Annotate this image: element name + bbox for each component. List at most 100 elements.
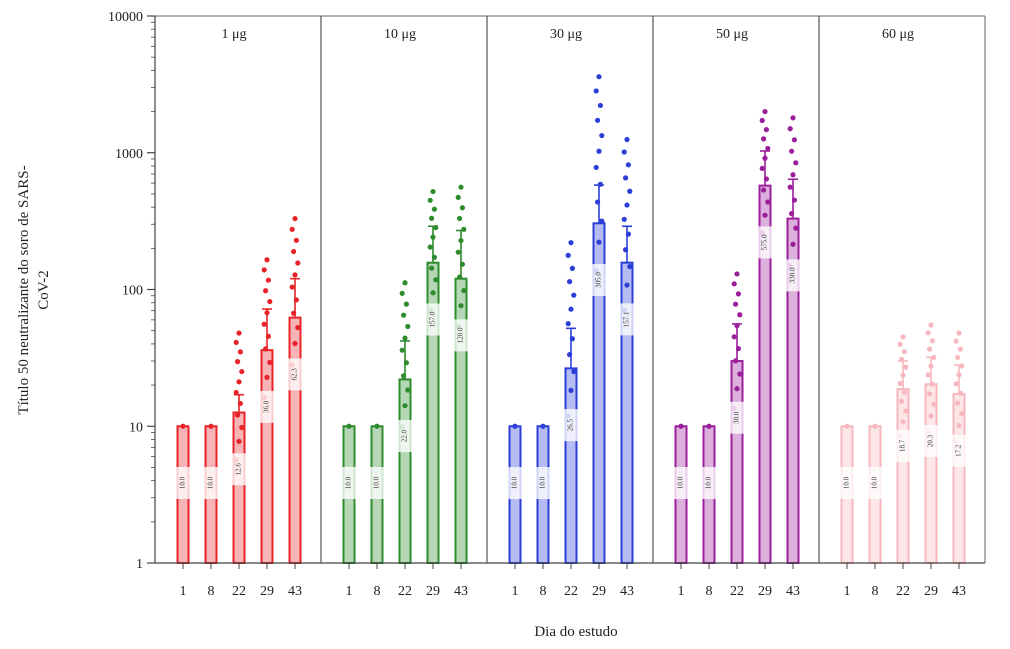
panel-title: 60 μg [882,27,914,42]
value-label: 330.0 [789,267,797,283]
value-label: 305.0 [595,272,603,288]
data-point [289,226,295,232]
data-point [457,274,463,280]
data-point [401,373,407,379]
data-point [765,199,771,205]
data-point [235,359,241,365]
y-tick-label: 10000 [108,10,143,25]
data-point [431,206,437,212]
data-point [236,330,242,336]
panel-title: 50 μg [716,27,748,42]
x-tick-label: 8 [540,584,547,599]
y-tick-label: 100 [122,284,143,299]
data-point [399,290,405,296]
value-label: 10.0 [345,476,353,489]
value-label: 26.5 [567,418,575,431]
value-label: 18.7 [899,439,907,452]
data-point [596,239,602,245]
y-tick-label: 10 [129,420,143,435]
data-point [595,199,601,205]
data-point [762,212,768,218]
data-point [734,386,740,392]
data-point [237,349,243,355]
data-point [624,136,630,143]
data-point [292,340,298,347]
data-point [567,279,573,285]
value-label-box [700,466,718,499]
data-point [374,423,380,429]
panel-title: 10 μg [384,27,416,42]
data-point [402,403,408,409]
x-tick-label: 8 [374,584,381,599]
data-point [459,205,465,211]
data-point [928,322,934,328]
data-point [956,330,962,336]
data-point [790,172,796,178]
data-point [265,277,271,283]
value-label-box [258,390,276,423]
x-tick-label: 43 [620,584,634,599]
data-point [429,265,435,271]
data-point [790,115,796,121]
data-point [624,202,630,208]
data-point [291,310,297,316]
data-point [401,312,407,318]
data-point [929,338,936,344]
value-label: 10.0 [843,476,851,489]
panel-2: 10 μg 10.0 10.0 22.0 157.0 120.0 [340,27,470,565]
value-label-box [866,466,884,499]
data-point [903,408,909,414]
value-label: 12.6 [235,463,243,476]
data-point [759,165,765,172]
data-point [899,398,905,404]
data-point [402,335,408,341]
x-tick-label: 8 [872,584,879,599]
data-point [431,254,437,260]
value-label-box [202,466,220,499]
value-label: 30.0 [733,411,741,424]
data-point [596,74,602,80]
y-axis-label-continued: CoV-2 [36,270,52,309]
data-point [430,234,436,240]
data-marks: 1 μg 10.0 10.0 12.6 36.0 62.3 10 μg 10.0 10.0 22.… [174,27,968,565]
data-point [405,387,411,393]
x-tick-label: 1 [512,584,519,599]
panel-5: 60 μg 10.0 10.0 18.7 20.3 17.2 [838,27,968,564]
data-point [239,424,245,431]
data-point [458,303,464,309]
value-label: 36.0 [263,400,271,413]
data-point [458,184,464,190]
data-point [733,301,739,307]
value-label-box [728,401,746,434]
data-point [565,321,571,327]
x-tick-label: 43 [454,584,468,599]
data-point [623,175,629,181]
data-point [455,249,461,255]
data-point [901,389,908,395]
x-tick-label: 29 [260,584,274,599]
data-point [787,126,793,132]
data-point [597,102,604,109]
data-point [621,216,627,222]
data-point [264,310,270,316]
value-label-box [368,466,386,499]
data-point [567,351,573,358]
data-point [236,379,242,385]
data-point [233,389,239,396]
value-label-box [534,466,552,499]
data-point [433,224,439,231]
data-point [264,374,270,380]
data-point [899,356,905,362]
data-point [291,248,297,255]
y-tick-label: 1000 [115,147,143,162]
data-point [731,334,737,340]
data-point [953,338,959,344]
value-label-box [506,466,524,499]
data-point [625,231,632,237]
x-tick-label: 43 [288,584,302,599]
value-label: 20.3 [927,434,935,447]
data-point [597,181,604,187]
data-point [621,149,627,155]
